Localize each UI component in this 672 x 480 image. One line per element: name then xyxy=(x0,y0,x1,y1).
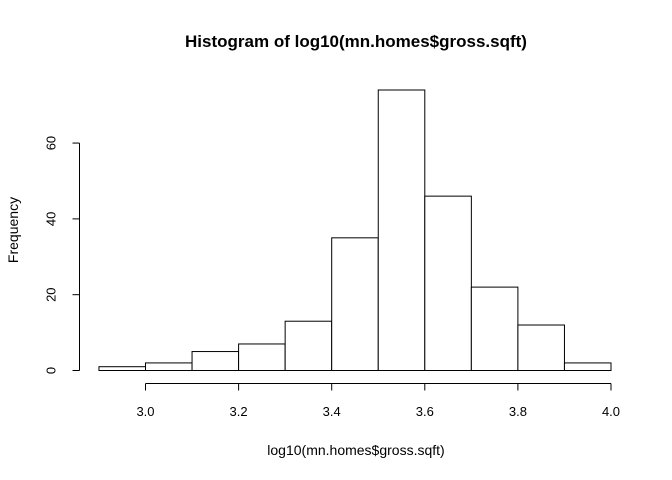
x-tick-label: 3.4 xyxy=(323,404,341,419)
histogram-bar-8 xyxy=(424,195,472,371)
x-tick-label: 3.2 xyxy=(230,404,248,419)
histogram-bar-2 xyxy=(145,362,193,372)
x-tick-label: 3.0 xyxy=(136,404,154,419)
histogram-bar-5 xyxy=(284,320,333,371)
y-axis-label: Frequency xyxy=(5,197,21,263)
histogram-bar-6 xyxy=(331,237,379,371)
histogram-bar-11 xyxy=(563,362,612,372)
y-axis: 0 20 40 60 xyxy=(43,136,80,374)
x-tick-label: 3.6 xyxy=(416,404,434,419)
x-tick-label: 3.8 xyxy=(509,404,527,419)
x-axis-label: log10(mn.homes$gross.sqft) xyxy=(267,442,444,458)
y-tick-label: 0 xyxy=(43,367,58,374)
histogram-bar-9 xyxy=(470,286,519,371)
histogram-bar-10 xyxy=(517,324,565,372)
histogram-bar-7 xyxy=(377,89,426,371)
chart-title: Histogram of log10(mn.homes$gross.sqft) xyxy=(185,32,527,51)
y-tick-label: 20 xyxy=(43,287,58,301)
x-tick-label: 4.0 xyxy=(602,404,620,419)
bars-group xyxy=(98,89,612,372)
y-tick-label: 40 xyxy=(43,212,58,226)
histogram-bar-3 xyxy=(191,351,240,371)
histogram-bar-1 xyxy=(98,366,146,371)
y-tick-label: 60 xyxy=(43,136,58,150)
histogram-bar-4 xyxy=(238,343,286,372)
x-axis: 3.0 3.2 3.4 3.6 3.8 4.0 xyxy=(136,383,620,419)
